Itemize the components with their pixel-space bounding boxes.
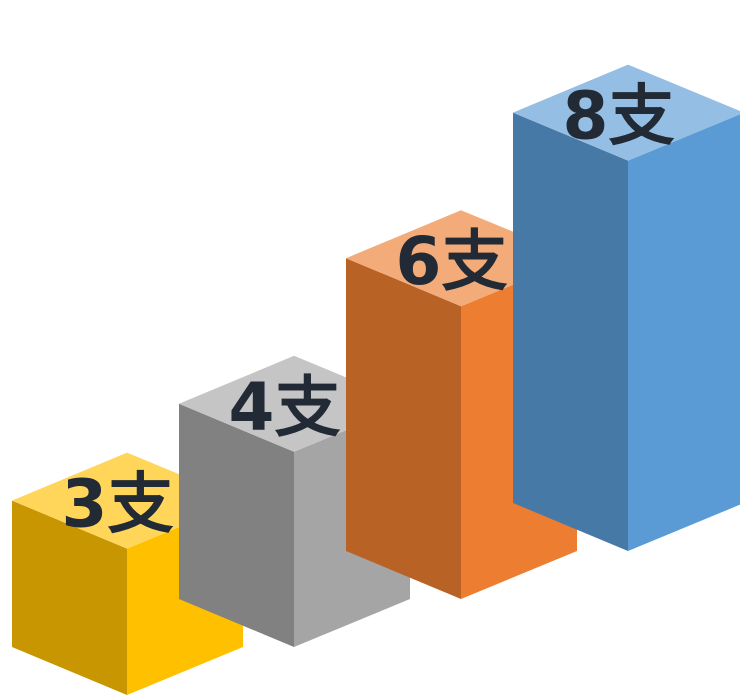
bar-left-face — [179, 403, 294, 647]
data-label: 4支 — [229, 369, 341, 446]
data-label: 8支 — [563, 78, 675, 155]
bar-left-face — [513, 112, 628, 551]
bar-left-face — [346, 258, 461, 599]
bar-top-face — [12, 452, 243, 549]
bar-right-face — [628, 114, 740, 551]
bar-left-face — [12, 500, 127, 695]
data-label: 6支 — [396, 223, 508, 300]
bar-top-face — [346, 210, 577, 307]
data-label: 3支 — [62, 466, 174, 543]
bars-group — [12, 64, 740, 695]
bar-top-face — [179, 355, 410, 452]
bar — [513, 64, 740, 551]
data-labels-group: 3支 4支 6支 8支 — [62, 78, 675, 543]
bar-top-face — [513, 64, 740, 161]
